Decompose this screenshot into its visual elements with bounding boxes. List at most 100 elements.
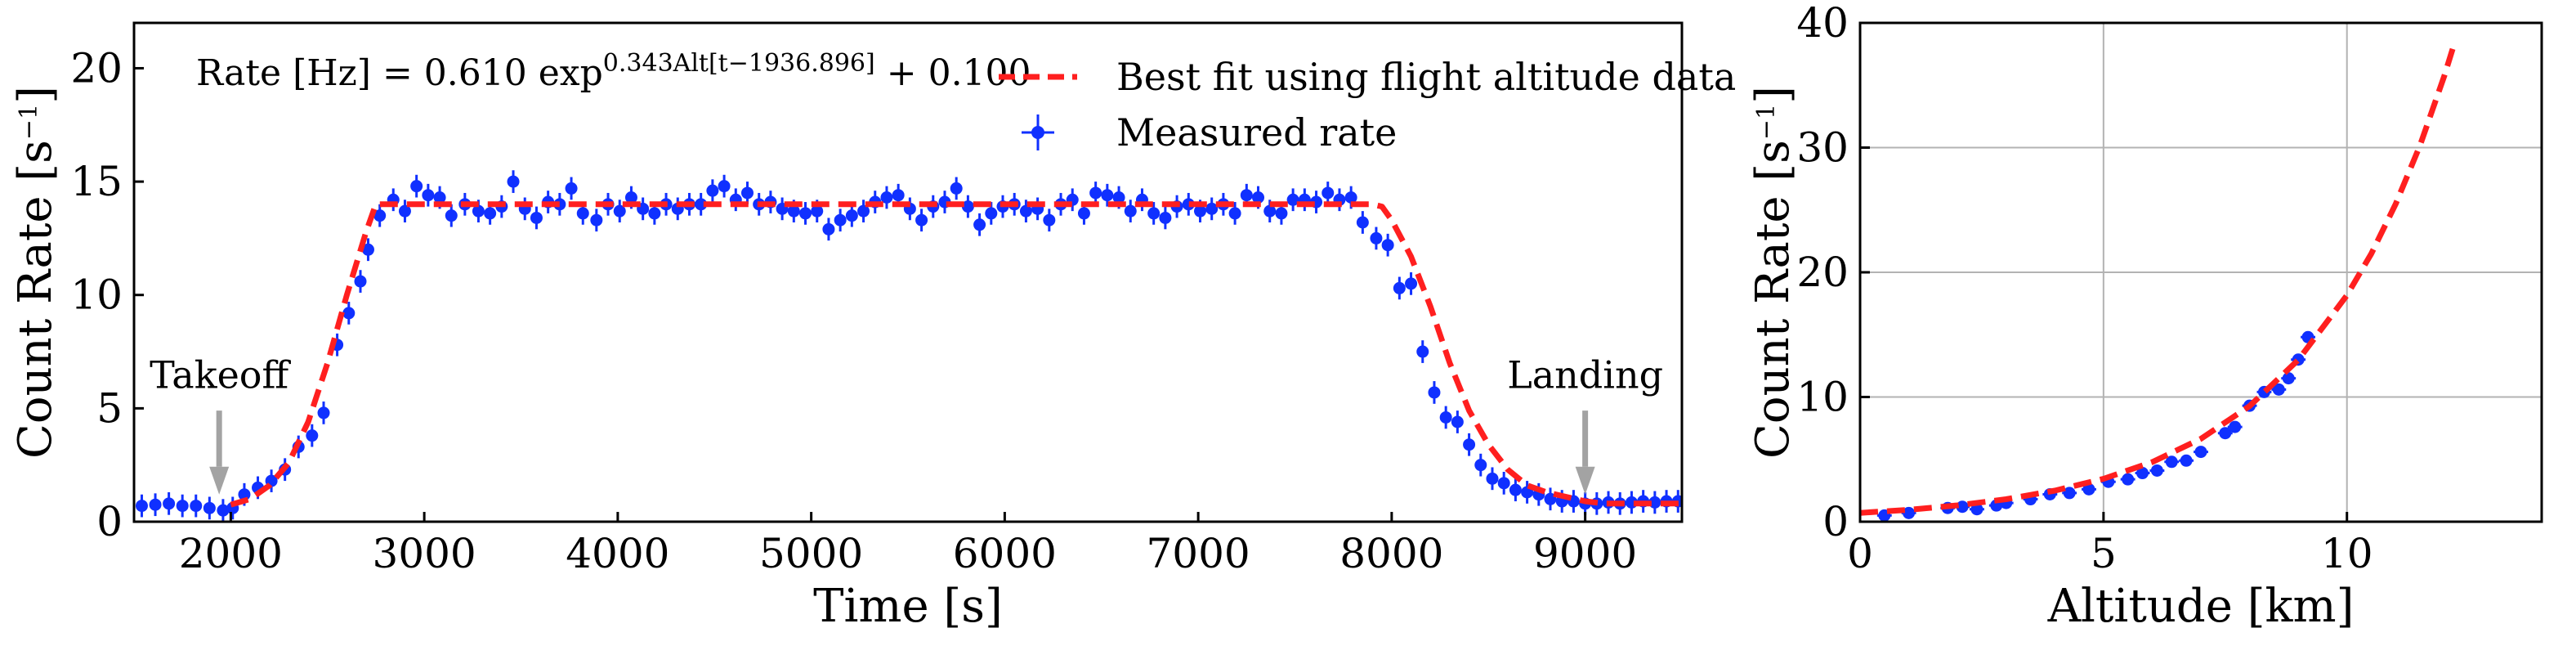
data-point [2136, 467, 2149, 480]
data-point [565, 182, 578, 195]
data-point [163, 497, 176, 510]
x-tick-label: 2000 [179, 530, 283, 577]
fit-formula-lhs: Rate [Hz] = 0.610 exp [196, 52, 603, 94]
x-tick-label: 3000 [373, 530, 476, 577]
fit-formula-exponent: 0.343Alt[t−1936.896] [603, 49, 875, 78]
data-point [553, 198, 566, 211]
data-point [2122, 473, 2135, 486]
data-point [706, 184, 719, 197]
data-point [2063, 487, 2076, 500]
data-point [857, 204, 870, 218]
data-point [135, 500, 148, 513]
data-point [1043, 213, 1056, 227]
data-point [306, 429, 319, 442]
data-point [1356, 216, 1369, 229]
data-point [1193, 204, 1206, 218]
data-point [1416, 345, 1429, 358]
data-point [613, 204, 626, 218]
data-point [1159, 211, 1172, 224]
data-point [1451, 415, 1464, 428]
time-series-chart: Takeoff Landing 2000 3000 4000 5000 6000 7000 8… [9, 21, 1736, 633]
rate-axis-label-suffix: ] [1746, 86, 1800, 104]
data-point [1322, 186, 1335, 200]
data-point [410, 180, 423, 193]
data-point [317, 406, 330, 419]
data-point [1286, 193, 1299, 206]
x-tick-label: 8000 [1339, 530, 1443, 577]
y-tick-label: 15 [70, 158, 123, 205]
y-tick-label: 0 [1822, 498, 1849, 545]
x-tick-label: 0 [1847, 530, 1873, 577]
data-point [342, 307, 356, 320]
data-point [433, 191, 446, 204]
x-tick-label: 5 [2091, 530, 2117, 577]
data-point [1970, 503, 1983, 516]
data-point [1089, 186, 1102, 200]
data-point [822, 222, 835, 236]
data-point [2272, 383, 2285, 396]
data-point [1112, 191, 1125, 204]
data-point [373, 209, 387, 222]
data-point [787, 204, 800, 218]
annotation-arrow-head [209, 466, 230, 495]
data-point [484, 207, 497, 220]
data-point [1228, 207, 1241, 220]
time-chart-rate-axis-label: Count Rate [s−1] [9, 86, 62, 459]
data-point [361, 243, 374, 256]
data-point [530, 211, 543, 224]
data-point [217, 504, 230, 517]
data-point [422, 189, 435, 202]
data-point [354, 275, 367, 288]
legend-point-marker [1031, 126, 1044, 139]
landing-label: Landing [1507, 352, 1663, 397]
data-point [892, 189, 905, 202]
data-point [1381, 239, 1394, 252]
data-point [1344, 191, 1357, 204]
data-point [1077, 207, 1090, 220]
data-point [1648, 496, 1661, 509]
data-point [1370, 231, 1383, 244]
clipped-series [135, 170, 1682, 522]
y-tick-label: 10 [1796, 374, 1849, 421]
fit-formula: Rate [Hz] = 0.610 exp0.343Alt[t−1936.896… [196, 49, 1031, 95]
data-point [1182, 198, 1195, 211]
rate-axis-label-main: Count Rate [s [1746, 140, 1800, 459]
data-point [1405, 277, 1418, 290]
data-point [398, 204, 411, 218]
x-tick-label: 9000 [1533, 530, 1637, 577]
data-point [880, 191, 893, 204]
data-point [2082, 482, 2095, 496]
x-tick-label: 7000 [1147, 530, 1250, 577]
data-point [1509, 483, 1522, 496]
data-point [648, 207, 661, 220]
legend-fit-label: Best fit using flight altitude data [1116, 55, 1736, 99]
data-point [203, 501, 216, 514]
data-point [1474, 459, 1487, 472]
data-point [1101, 189, 1114, 202]
data-point [1393, 281, 1406, 294]
data-point [2219, 427, 2232, 440]
data-point [811, 204, 824, 218]
x-tick-label: 4000 [566, 530, 669, 577]
data-point [1124, 204, 1137, 218]
time-series-axes-frame [132, 21, 1684, 523]
y-tick-label: 10 [70, 271, 123, 319]
data-point [834, 213, 847, 227]
data-point [1205, 202, 1219, 215]
y-tick-label: 0 [96, 498, 123, 545]
data-point [973, 218, 986, 231]
data-point [695, 198, 708, 211]
data-point [590, 213, 603, 227]
annotation-arrow-head [1575, 466, 1595, 495]
data-point [1147, 207, 1161, 220]
legend-measured-label: Measured rate [1116, 110, 1397, 155]
data-point [2165, 455, 2178, 469]
data-point [190, 500, 203, 513]
data-point [2150, 464, 2163, 477]
data-point [950, 182, 963, 195]
data-point [1240, 189, 1253, 202]
rate-axis-label-suffix: ] [9, 86, 62, 104]
time-axis-label: Time [s] [813, 580, 1003, 633]
y-tick-label: 20 [1796, 249, 1849, 296]
